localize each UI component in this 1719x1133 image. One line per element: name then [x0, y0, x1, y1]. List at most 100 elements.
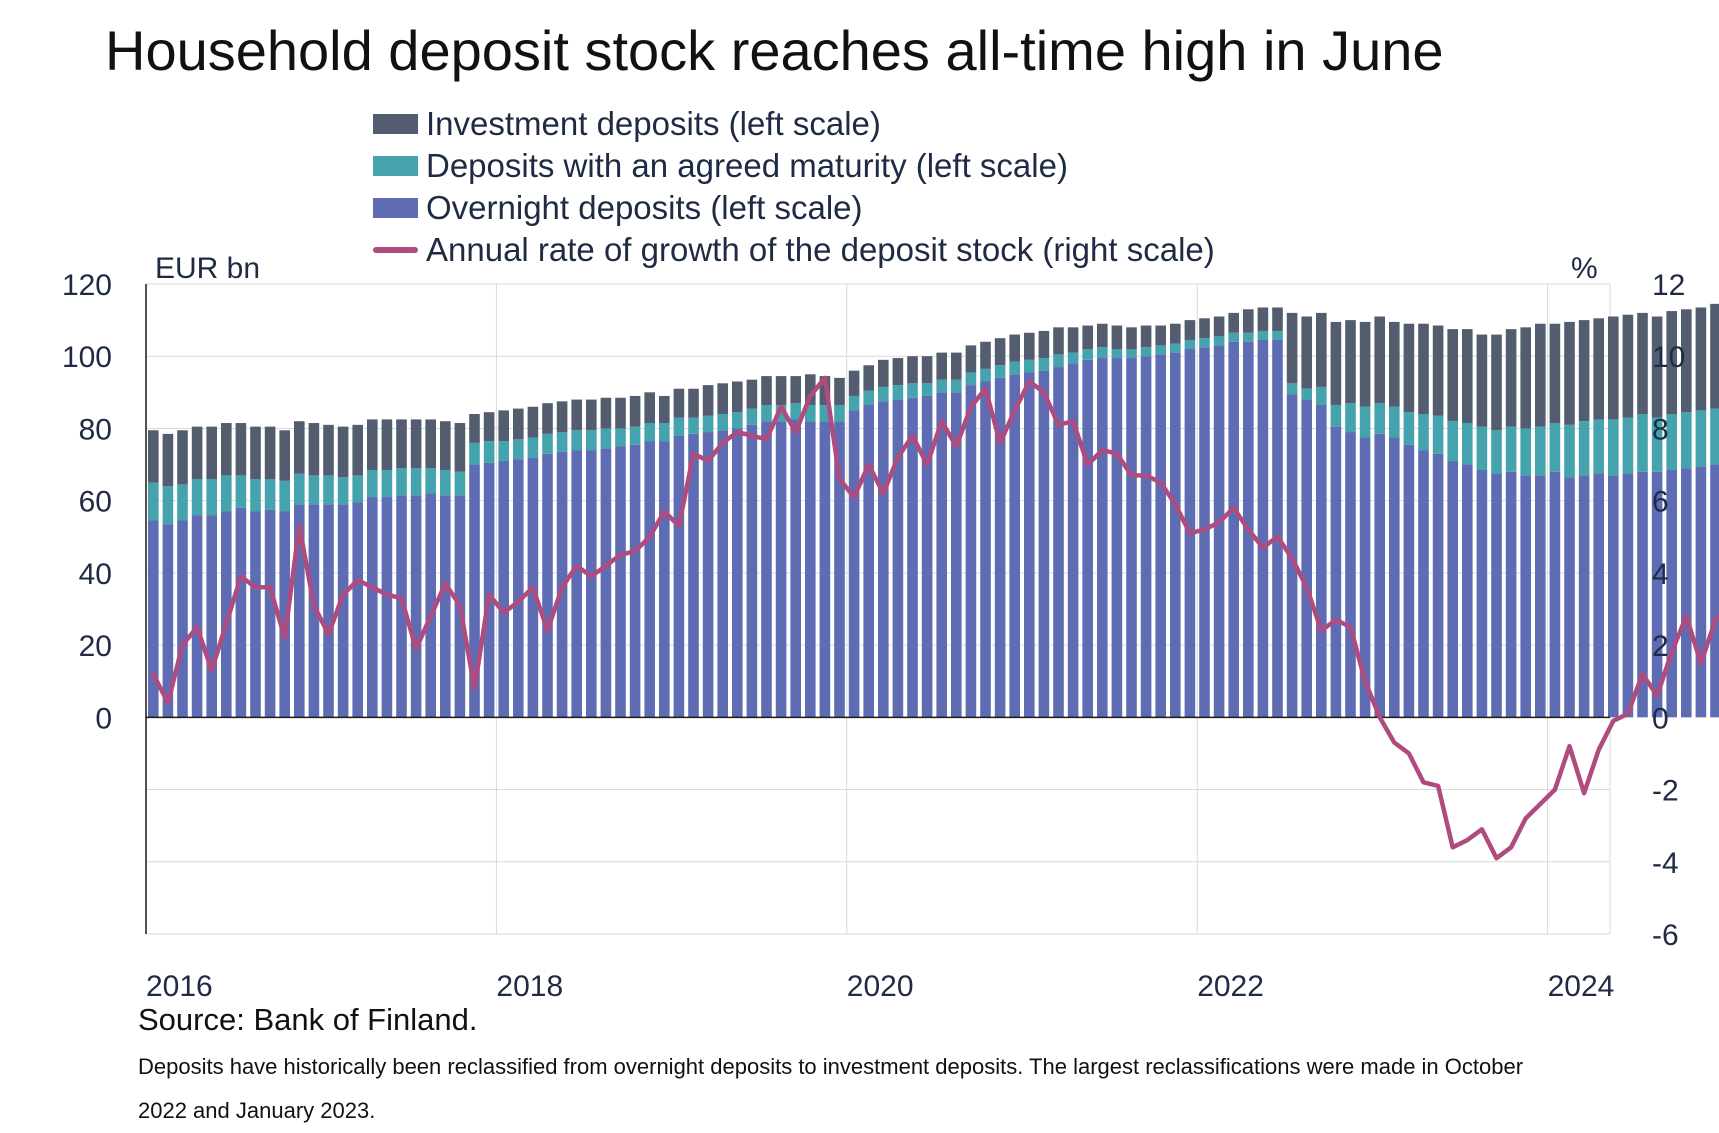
bar-overnight [1214, 345, 1225, 717]
bar-investment [951, 353, 962, 380]
bar-overnight [1082, 360, 1093, 718]
bar-overnight [747, 425, 758, 718]
bar-overnight [936, 392, 947, 717]
bar-agreed-maturity [951, 380, 962, 393]
bar-overnight [1097, 358, 1108, 717]
bar-overnight [878, 401, 889, 717]
bar-agreed-maturity [557, 432, 568, 452]
bar-investment [1579, 320, 1590, 421]
bar-agreed-maturity [323, 475, 334, 504]
bar-investment [309, 423, 320, 475]
bar-overnight [1477, 470, 1488, 717]
bar-investment [440, 421, 451, 470]
bar-agreed-maturity [1331, 405, 1342, 427]
bar-overnight [1126, 358, 1137, 717]
bar-overnight [1316, 405, 1327, 717]
bar-investment [863, 365, 874, 390]
bar-overnight [1418, 450, 1429, 717]
bar-overnight [820, 421, 831, 717]
bar-overnight [1520, 475, 1531, 717]
bar-overnight [659, 441, 670, 717]
bar-overnight [1491, 474, 1502, 718]
bar-agreed-maturity [1185, 340, 1196, 349]
bar-agreed-maturity [1579, 421, 1590, 475]
bar-investment [294, 421, 305, 473]
bar-agreed-maturity [455, 472, 466, 495]
bar-investment [411, 419, 422, 468]
bar-overnight [1681, 468, 1692, 717]
right-tick-label: -4 [1652, 847, 1679, 880]
bar-agreed-maturity [1564, 425, 1575, 477]
bar-investment [1433, 326, 1444, 416]
right-tick-label: 8 [1652, 413, 1669, 446]
bar-investment [703, 385, 714, 416]
bar-investment [455, 423, 466, 472]
bar-investment [834, 378, 845, 405]
bar-investment [1491, 335, 1502, 431]
bar-investment [747, 380, 758, 409]
bar-overnight [323, 504, 334, 717]
bar-investment [1360, 322, 1371, 407]
bar-agreed-maturity [309, 475, 320, 504]
bar-agreed-maturity [206, 479, 217, 515]
bar-investment [425, 419, 436, 468]
bar-agreed-maturity [469, 443, 480, 465]
right-tick-label: 0 [1652, 702, 1669, 735]
bar-investment [221, 423, 232, 475]
bar-agreed-maturity [1418, 414, 1429, 450]
bar-overnight [732, 428, 743, 717]
bar-agreed-maturity [995, 365, 1006, 378]
bar-overnight [1535, 475, 1546, 717]
bar-agreed-maturity [571, 430, 582, 450]
bar-investment [498, 410, 509, 441]
bar-agreed-maturity [1024, 360, 1035, 373]
bar-overnight [1710, 465, 1719, 718]
bar-agreed-maturity [338, 477, 349, 504]
bar-investment [250, 427, 261, 479]
bar-investment [1374, 317, 1385, 404]
bar-agreed-maturity [834, 405, 845, 421]
bar-overnight [1039, 371, 1050, 718]
bar-overnight [513, 459, 524, 717]
bar-agreed-maturity [615, 428, 626, 446]
bar-agreed-maturity [586, 430, 597, 450]
bar-investment [1068, 327, 1079, 352]
bar-investment [674, 389, 685, 418]
bar-overnight [1009, 374, 1020, 717]
bar-overnight [1447, 461, 1458, 717]
bar-overnight [177, 521, 188, 718]
left-tick-label: 120 [62, 269, 112, 302]
bar-agreed-maturity [761, 405, 772, 421]
bar-overnight [674, 436, 685, 718]
bar-agreed-maturity [1374, 403, 1385, 434]
bar-agreed-maturity [747, 409, 758, 425]
bar-overnight [805, 421, 816, 717]
left-tick-label: 80 [79, 413, 112, 446]
bar-overnight [1506, 472, 1517, 718]
bar-agreed-maturity [1477, 427, 1488, 470]
bar-investment [601, 398, 612, 429]
bar-overnight [352, 502, 363, 717]
bar-overnight [1623, 474, 1634, 718]
bar-agreed-maturity [265, 479, 276, 510]
bar-agreed-maturity [221, 475, 232, 511]
bar-investment [323, 425, 334, 476]
bar-investment [1082, 326, 1093, 349]
bar-investment [1506, 329, 1517, 427]
bar-investment [1345, 320, 1356, 403]
bar-agreed-maturity [849, 396, 860, 410]
bar-overnight [1374, 434, 1385, 717]
bar-investment [1477, 335, 1488, 427]
bar-agreed-maturity [484, 441, 495, 463]
bar-agreed-maturity [425, 468, 436, 493]
bar-investment [1550, 324, 1561, 423]
bar-agreed-maturity [1462, 423, 1473, 465]
bar-overnight [498, 461, 509, 717]
bar-agreed-maturity [396, 468, 407, 495]
bar-agreed-maturity [1053, 354, 1064, 367]
bar-overnight [250, 512, 261, 718]
bar-investment [1097, 324, 1108, 347]
x-tick-label: 2022 [1197, 970, 1264, 1000]
bar-investment [586, 400, 597, 431]
bar-investment [1243, 309, 1254, 332]
